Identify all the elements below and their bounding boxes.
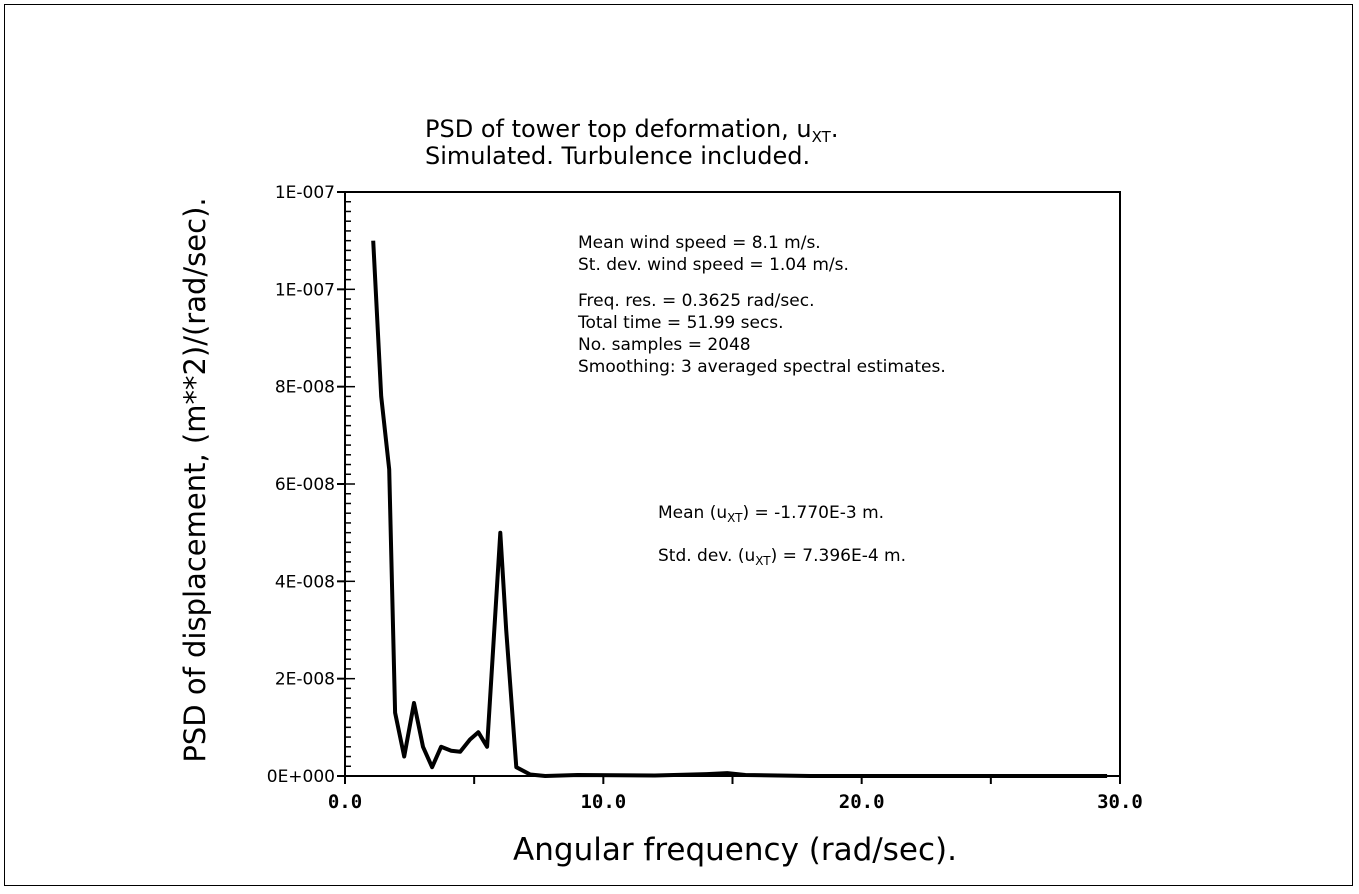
y-axis: 0E+000 2E-008 4E-008 6E-008 8E-008 1E-007 1E-0… bbox=[267, 183, 355, 787]
y-axis-label: PSD of displacement, (m**2)/(rad/sec). bbox=[178, 197, 212, 762]
x-tick-label: 0.0 bbox=[328, 791, 362, 813]
annotation-wind-std: St. dev. wind speed = 1.04 m/s. bbox=[578, 255, 849, 275]
psd-series-line bbox=[371, 240, 1108, 778]
info-block: Mean wind speed = 8.1 m/s. St. dev. wind… bbox=[577, 233, 946, 568]
y-tick-label: 0E+000 bbox=[267, 767, 335, 787]
x-tick-label: 30.0 bbox=[1097, 791, 1143, 813]
annotation-samples: No. samples = 2048 bbox=[578, 335, 751, 355]
annotation-freq-res: Freq. res. = 0.3625 rad/sec. bbox=[578, 291, 814, 311]
x-tick-label: 10.0 bbox=[580, 791, 626, 813]
y-tick-label: 4E-008 bbox=[275, 572, 335, 592]
y-tick-label: 6E-008 bbox=[275, 475, 335, 495]
chart-title: PSD of tower top deformation, uXT. bbox=[425, 115, 838, 146]
y-tick-label: 8E-008 bbox=[275, 378, 335, 398]
x-axis-label: Angular frequency (rad/sec). bbox=[513, 832, 957, 868]
chart-subtitle: Simulated. Turbulence included. bbox=[425, 142, 810, 170]
figure-frame bbox=[4, 4, 1353, 886]
y-tick-label: 2E-008 bbox=[275, 670, 335, 690]
annotation-total-time: Total time = 51.99 secs. bbox=[577, 313, 784, 333]
plot-area bbox=[344, 191, 1121, 777]
y-tick-label: 1E-007 bbox=[275, 183, 335, 203]
annotation-mean-uxt: Mean (uXT) = -1.770E-3 m. bbox=[658, 503, 884, 525]
x-axis: 0.0 10.0 20.0 30.0 bbox=[328, 776, 1143, 813]
y-tick-label: 1E-007 bbox=[275, 280, 335, 300]
annotation-smoothing: Smoothing: 3 averaged spectral estimates… bbox=[578, 357, 946, 377]
x-tick-label: 20.0 bbox=[839, 791, 885, 813]
annotation-wind-mean: Mean wind speed = 8.1 m/s. bbox=[578, 233, 821, 253]
annotation-std-uxt: Std. dev. (uXT) = 7.396E-4 m. bbox=[658, 546, 906, 568]
